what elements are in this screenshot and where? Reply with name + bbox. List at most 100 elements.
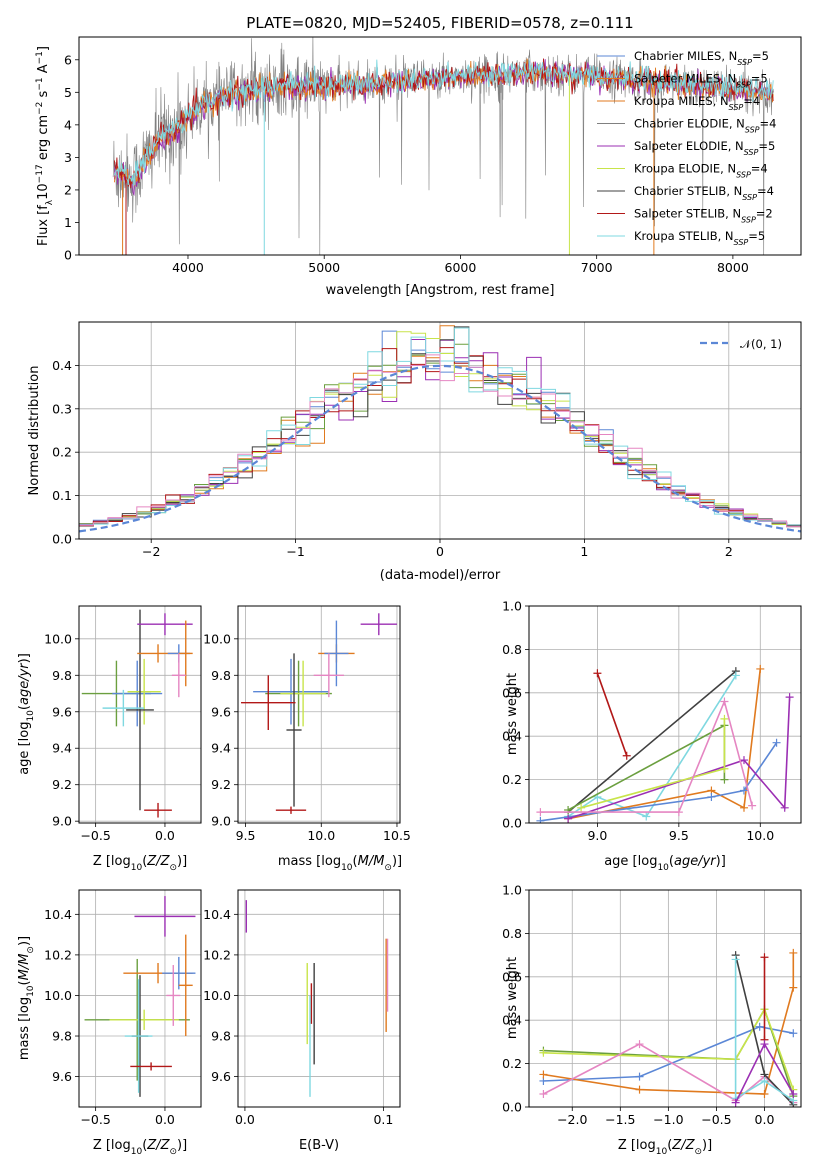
weight-vs-age-frame <box>528 605 802 824</box>
y-tick-label: 10.0 <box>203 631 231 646</box>
legend-part: SSP <box>745 125 760 134</box>
x-tick-label: 2 <box>725 544 733 559</box>
mass-vs-Z-errorbars <box>84 896 196 1097</box>
weight-marker <box>731 1098 740 1107</box>
legend-part: =5 <box>751 72 768 86</box>
legend-part: Salpeter STELIB, N <box>634 207 741 221</box>
text-part: Z [log <box>93 1138 131 1153</box>
legend-part: =5 <box>752 49 769 63</box>
weight-marker <box>760 953 769 962</box>
weight-marker <box>622 751 631 760</box>
text-part: Flux [f <box>36 205 51 246</box>
text-part: −2 <box>35 102 45 115</box>
text-part: M/M <box>17 954 32 981</box>
text-part: ( <box>17 980 32 985</box>
text-part: )] <box>177 1138 187 1153</box>
x-tick-label: −0.5 <box>701 1112 731 1127</box>
weight-line <box>543 1025 794 1082</box>
legend-part: Kroupa ELODIE, N <box>634 162 736 176</box>
weight-marker <box>789 948 798 957</box>
y-axis-label: mass [log10(M/M⊙)] <box>17 936 36 1060</box>
text-part: ⊙ <box>169 863 177 873</box>
y-tick-label: 0.0 <box>502 1100 522 1115</box>
y-axis-label: Normed distribution <box>27 366 42 496</box>
text-part: age/yr <box>17 662 32 705</box>
weight-line <box>567 668 762 820</box>
weight-line <box>567 724 726 811</box>
legend-part: SSP <box>736 170 751 179</box>
y-tick-label: 0.0 <box>502 816 522 831</box>
x-tick-label: −1 <box>286 544 304 559</box>
text-part: ( <box>669 854 674 869</box>
age-vs-Z-errorbars <box>81 609 193 818</box>
text-part: 10 <box>26 985 36 997</box>
y-axis-label: Flux [fλ10−17 erg cm−2 s−1 A−1] <box>35 46 55 246</box>
weight-line <box>734 959 794 1102</box>
legend-part: =4 <box>743 94 760 108</box>
text-part: 10 <box>26 710 36 722</box>
weight-marker <box>731 671 740 680</box>
weight-vs-Z-frame <box>528 889 802 1108</box>
legend-part: Salpeter ELODIE, N <box>634 139 744 153</box>
legend-entry: Kroupa ELODIE, NSSP=4 <box>634 162 768 180</box>
mass-vs-Z-axes: −0.5 0.0 9.6 9.8 10.0 10.2 10.4 <box>44 890 201 1127</box>
legend-entry: Kroupa MILES, NSSP=4 <box>634 94 760 112</box>
y-tick-label: 9.0 <box>211 814 231 829</box>
y-tick-label: 10.2 <box>203 947 231 962</box>
text-part: ] <box>36 46 51 51</box>
model-spectrum-line <box>113 59 774 186</box>
y-tick-label: 10.0 <box>203 988 231 1003</box>
weight-line <box>543 1007 795 1090</box>
legend-part: =5 <box>758 139 775 153</box>
y-tick-label: 10.4 <box>44 907 72 922</box>
spectrum-axes: 4000 5000 6000 7000 8000 0 1 2 3 4 5 6 <box>64 52 749 275</box>
weight-marker <box>789 983 798 992</box>
x-tick-label: 4000 <box>172 260 204 275</box>
x-tick-label: 0.0 <box>235 1112 255 1127</box>
weight-marker <box>720 764 729 773</box>
legend-entry: Salpeter ELODIE, NSSP=5 <box>634 139 775 157</box>
text-part: 10 <box>131 1147 143 1157</box>
text-part: Z [log <box>93 854 131 869</box>
legend-part: SSP <box>736 80 751 89</box>
x-axis-label: wavelength [Angstrom, rest frame] <box>326 283 555 298</box>
weight-marker <box>539 1048 548 1057</box>
text-part: ⊙ <box>26 946 36 954</box>
text-part: Z/Z <box>146 1138 170 1153</box>
text-part: age [log <box>17 722 32 775</box>
y-tick-label: 5 <box>64 85 72 100</box>
y-tick-label: 10.4 <box>203 907 231 922</box>
legend-entry: Chabrier ELODIE, NSSP=4 <box>634 117 776 135</box>
y-tick-label: 9.8 <box>52 668 72 683</box>
text-part: λ <box>45 199 55 205</box>
x-tick-label: 9.5 <box>669 828 689 843</box>
text-part: ( <box>142 1138 147 1153</box>
y-tick-label: 9.0 <box>52 814 72 829</box>
text-part: )] <box>17 653 32 663</box>
weight-vs-age-axes: 9.0 9.5 10.0 0.0 0.2 0.4 0.6 0.8 1.0 <box>502 599 801 843</box>
text-part: age/yr <box>674 854 717 869</box>
legend-part: =4 <box>757 184 774 198</box>
text-part: 10 <box>656 1147 668 1157</box>
text-part: s <box>36 90 51 101</box>
weight-marker <box>760 1040 769 1049</box>
y-tick-label: 0.4 <box>52 358 72 373</box>
legend-entry: Salpeter STELIB, NSSP=2 <box>634 207 773 225</box>
legend-part: =5 <box>748 229 765 243</box>
weight-marker <box>760 1089 769 1098</box>
weight-marker <box>674 808 683 817</box>
y-tick-label: 10.0 <box>44 631 72 646</box>
legend-part: Chabrier ELODIE, N <box>634 117 745 131</box>
y-tick-label: 0 <box>64 248 72 263</box>
legend-entry: Kroupa STELIB, NSSP=5 <box>634 229 765 247</box>
weight-marker <box>780 803 789 812</box>
y-tick-label: 9.6 <box>211 704 231 719</box>
x-axis-label: Z [log10(Z/Z⊙)] <box>618 1138 712 1157</box>
text-part: )] <box>716 854 726 869</box>
legend-part: SSP <box>729 103 744 112</box>
y-tick-label: 9.6 <box>52 704 72 719</box>
legend-part: Chabrier STELIB, N <box>634 184 742 198</box>
x-tick-label: 10.0 <box>746 828 774 843</box>
age-vs-Z-frame <box>78 605 202 824</box>
